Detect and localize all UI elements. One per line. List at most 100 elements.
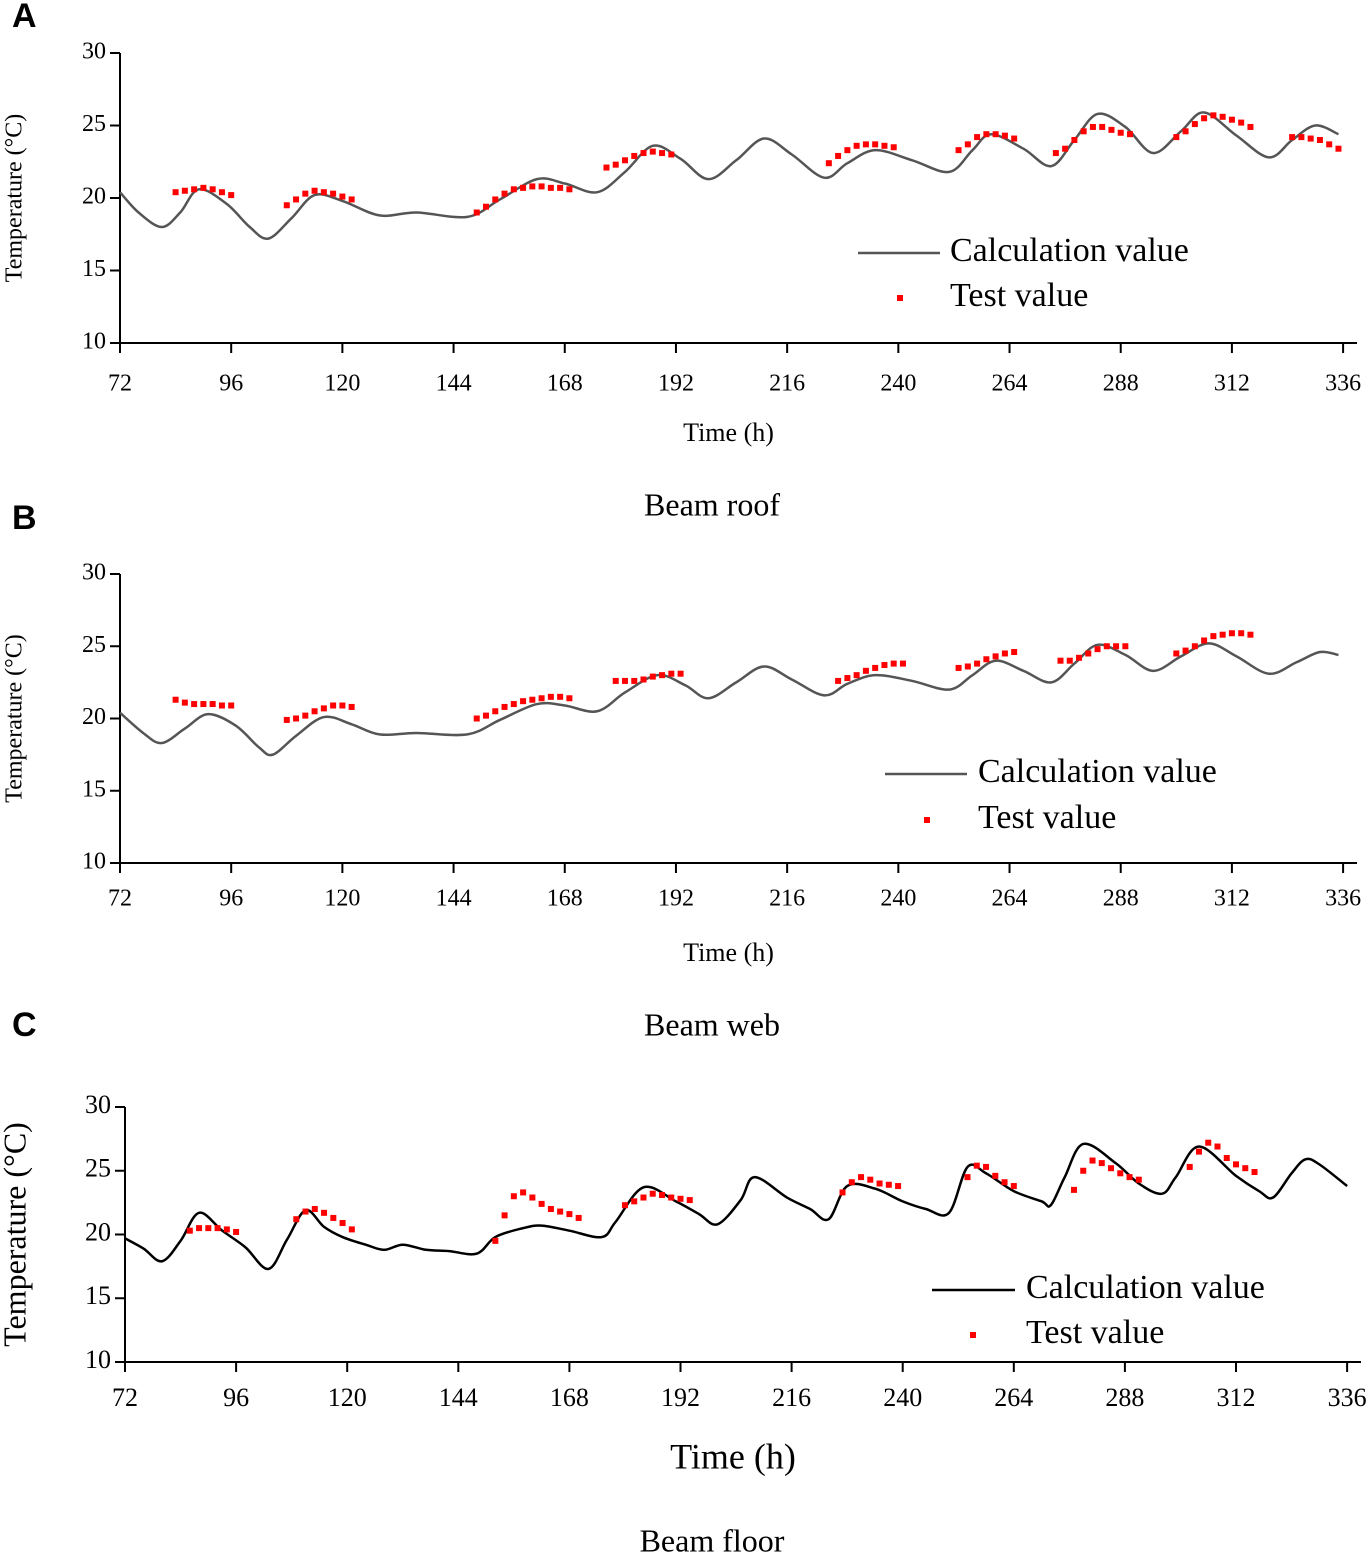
y-tick-label: 25 <box>85 1154 111 1183</box>
test-point <box>566 695 573 702</box>
x-tick-label: 240 <box>880 886 916 912</box>
x-tick-label: 144 <box>436 371 472 397</box>
x-tick-label: 120 <box>324 886 360 912</box>
test-point <box>1210 633 1217 640</box>
test-point <box>992 1172 999 1179</box>
test-point <box>320 189 327 196</box>
y-tick-label: 10 <box>85 1345 111 1374</box>
test-point <box>876 1180 883 1187</box>
x-tick-label: 144 <box>439 1383 478 1412</box>
test-point <box>1103 643 1110 650</box>
legend-label: Calculation value <box>1026 1269 1265 1306</box>
test-point <box>330 1214 337 1221</box>
test-point <box>1071 137 1078 143</box>
test-point <box>321 1209 328 1216</box>
test-point <box>538 183 545 190</box>
test-point <box>330 702 337 709</box>
test-point <box>1242 1165 1249 1172</box>
test-point <box>1117 1170 1124 1177</box>
test-point <box>492 1237 499 1244</box>
test-point <box>885 1181 892 1188</box>
test-point <box>835 152 842 159</box>
test-point <box>348 703 355 710</box>
y-axis-label: Temperature (°C) <box>2 114 28 283</box>
test-point <box>172 696 179 703</box>
test-point <box>566 186 573 193</box>
panel-letter: B <box>12 499 37 537</box>
test-point <box>659 150 666 157</box>
test-point <box>520 184 527 191</box>
test-point <box>658 1191 665 1198</box>
x-tick-label: 288 <box>1103 371 1139 397</box>
test-point <box>172 189 179 196</box>
test-point <box>1062 145 1069 152</box>
test-point <box>1011 135 1018 142</box>
x-tick-label: 336 <box>1325 886 1361 912</box>
test-point <box>612 161 619 168</box>
x-tick-label: 96 <box>219 371 243 397</box>
test-point <box>228 192 235 199</box>
test-point <box>853 142 860 149</box>
test-point <box>974 134 981 141</box>
test-point <box>881 142 888 149</box>
test-point <box>1108 1165 1115 1172</box>
x-tick-label: 216 <box>769 886 805 912</box>
x-tick-label: 168 <box>550 1383 589 1412</box>
legend-label: Test value <box>978 799 1116 836</box>
test-point <box>214 1225 221 1232</box>
test-point <box>1238 630 1245 637</box>
y-tick-label: 30 <box>82 39 106 65</box>
y-tick-label: 15 <box>82 776 106 802</box>
test-point <box>1201 637 1208 644</box>
test-point <box>557 1208 564 1215</box>
test-point <box>1173 650 1180 657</box>
test-point <box>603 164 610 171</box>
y-tick-label: 10 <box>82 329 106 355</box>
test-point <box>302 1208 309 1215</box>
test-point <box>218 702 225 709</box>
test-point <box>973 1162 980 1169</box>
test-point <box>890 660 897 667</box>
test-point <box>895 1183 902 1190</box>
test-point <box>1307 135 1314 142</box>
x-tick-label: 264 <box>994 1383 1033 1412</box>
x-tick-label: 192 <box>658 371 694 397</box>
test-point <box>1076 654 1083 661</box>
test-point <box>557 693 564 700</box>
x-tick-label: 168 <box>547 886 583 912</box>
test-point <box>1182 647 1189 654</box>
x-axis-label: Time (h) <box>683 938 774 967</box>
test-point <box>547 1206 554 1212</box>
test-point <box>311 708 318 715</box>
x-tick-label: 120 <box>324 371 360 397</box>
test-point <box>1205 1139 1212 1146</box>
x-axis-label: Time (h) <box>683 418 774 447</box>
test-point <box>640 1194 647 1201</box>
test-point <box>520 698 527 705</box>
x-tick-label: 192 <box>661 1383 700 1412</box>
test-point <box>668 670 675 677</box>
test-point <box>1001 132 1008 139</box>
chart-title: Beam floor <box>640 1522 785 1558</box>
x-tick-label: 312 <box>1214 886 1250 912</box>
test-point <box>492 708 499 715</box>
test-point <box>200 701 207 708</box>
x-tick-label: 96 <box>223 1383 249 1412</box>
test-point <box>191 701 198 708</box>
test-point <box>964 141 971 148</box>
chart-title: Beam web <box>644 1006 780 1042</box>
test-point <box>529 696 536 703</box>
test-point <box>191 186 198 193</box>
test-point <box>631 152 638 159</box>
x-tick-label: 72 <box>108 886 132 912</box>
test-point <box>964 1174 971 1181</box>
test-point <box>186 1227 193 1234</box>
x-tick-label: 192 <box>658 886 694 912</box>
test-point <box>566 1211 573 1218</box>
test-point <box>320 705 327 712</box>
test-point <box>862 667 869 674</box>
test-point <box>283 202 290 209</box>
test-point <box>1173 134 1180 141</box>
test-point <box>1228 116 1235 123</box>
test-point <box>1326 141 1333 148</box>
